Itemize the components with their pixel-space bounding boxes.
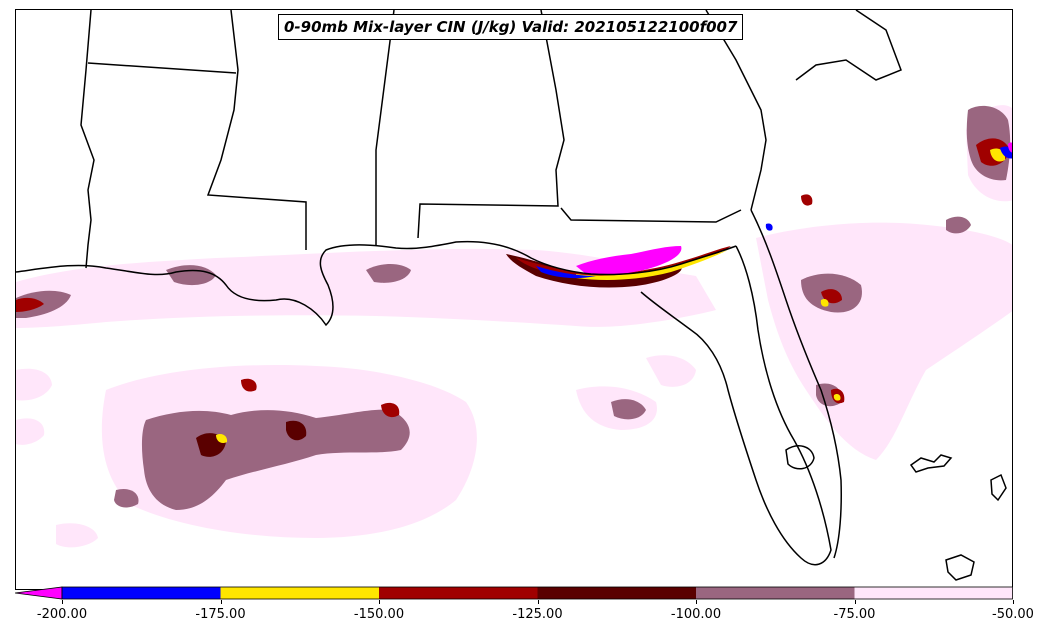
map-panel xyxy=(15,9,1013,590)
map-title: 0-90mb Mix-layer CIN (J/kg) Valid: 20210… xyxy=(278,14,744,40)
colorbar-bin xyxy=(696,587,855,599)
coastline xyxy=(795,10,902,81)
colorbar-tick xyxy=(1013,600,1014,604)
colorbar-tick-label: -150.00 xyxy=(353,607,405,622)
cin-region-yellow xyxy=(833,393,841,401)
colorbar-bin xyxy=(62,587,221,599)
state-border xyxy=(206,10,307,250)
colorbar-tick xyxy=(537,600,539,604)
cin-region-blue xyxy=(765,223,773,231)
cin-region-blue xyxy=(536,266,596,279)
coastline xyxy=(16,240,737,327)
cin-region-magenta xyxy=(1008,142,1012,153)
cin-region-mauve xyxy=(166,265,216,286)
cin-region-darkred xyxy=(286,420,307,441)
cin-region-yellow xyxy=(216,433,228,444)
cin-region-red xyxy=(381,402,400,418)
colorbar-tick-label: -175.00 xyxy=(195,607,246,622)
colorbar-tick xyxy=(696,600,697,604)
colorbar-outline xyxy=(61,586,1013,600)
island xyxy=(909,454,953,473)
colorbar-bin xyxy=(537,587,696,599)
colorbar-extend-min xyxy=(15,586,63,600)
cin-region-blue xyxy=(1000,146,1012,159)
cin-region-light xyxy=(16,418,45,445)
state-border xyxy=(80,10,95,269)
coastline xyxy=(750,209,842,559)
cin-region-light xyxy=(756,222,1012,460)
colorbar-bin xyxy=(220,587,379,599)
cin-region-light xyxy=(646,355,696,387)
geographic-boundaries xyxy=(16,10,1007,581)
cin-region-light xyxy=(56,523,98,548)
colorbar-tick xyxy=(62,600,63,604)
colorbar-tick-label: -200.00 xyxy=(36,607,88,622)
cin-region-darkred xyxy=(506,254,682,288)
cin-map xyxy=(16,10,1012,581)
cin-region-mauve xyxy=(114,488,139,508)
cin-region-yellow xyxy=(990,148,1006,162)
cin-region-mauve xyxy=(366,264,411,283)
cin-region-red xyxy=(16,297,44,312)
island xyxy=(945,554,975,581)
lake xyxy=(785,445,815,470)
cin-region-red xyxy=(241,378,257,392)
state-border xyxy=(375,10,395,246)
coastline xyxy=(640,245,832,566)
colorbar-bin xyxy=(379,587,538,599)
colorbar-bin xyxy=(854,587,1013,599)
cin-region-yellow xyxy=(576,250,728,280)
colorbar-tick-label: -75.00 xyxy=(833,607,876,622)
colorbar-tick-label: -125.00 xyxy=(512,607,563,622)
cin-region-mauve xyxy=(946,216,971,234)
colorbar xyxy=(15,586,1013,600)
state-border xyxy=(560,207,742,223)
state-border xyxy=(417,10,565,239)
cin-region-light xyxy=(16,368,52,401)
cin-region-mauve xyxy=(611,399,646,420)
colorbar-tick xyxy=(854,600,856,604)
colorbar-tick-label: -100.00 xyxy=(670,607,722,622)
cin-region-red xyxy=(801,194,813,206)
state-border xyxy=(87,62,237,74)
cin-region-yellow xyxy=(820,298,829,307)
colorbar-tick xyxy=(220,600,222,604)
colorbar-tick xyxy=(379,600,380,604)
cin-shading xyxy=(16,105,1012,548)
colorbar-tick-label: -50.00 xyxy=(992,607,1034,622)
island xyxy=(990,473,1007,502)
cin-region-magenta xyxy=(576,246,682,275)
state-border xyxy=(705,10,767,211)
